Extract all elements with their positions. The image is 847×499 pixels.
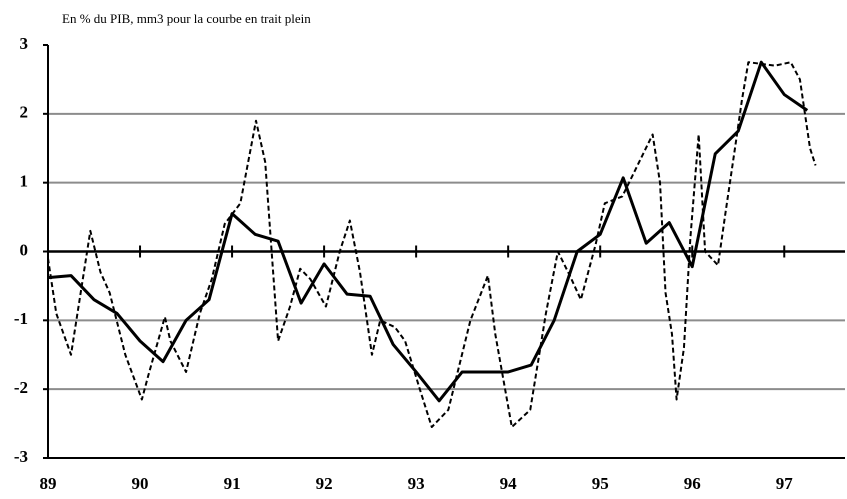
x-tick-label: 97 <box>776 474 794 493</box>
y-tick-label: 1 <box>20 172 29 191</box>
y-tick-label: -3 <box>14 447 28 466</box>
series-line <box>47 60 809 403</box>
x-tick-label: 96 <box>684 474 701 493</box>
x-tick-label: 93 <box>408 474 425 493</box>
x-tick-label: 94 <box>500 474 518 493</box>
chart-title: En % du PIB, mm3 pour la courbe en trait… <box>62 11 311 26</box>
y-tick-label: 0 <box>20 240 29 259</box>
x-tick-label: 90 <box>132 474 149 493</box>
y-tick-label: 2 <box>20 103 29 122</box>
series-line <box>47 61 817 429</box>
x-tick-label: 92 <box>316 474 333 493</box>
y-tick-label: -2 <box>14 378 28 397</box>
y-tick-label: -1 <box>14 309 28 328</box>
x-tick-label: 89 <box>40 474 57 493</box>
y-tick-label: 3 <box>20 34 29 53</box>
x-tick-label: 95 <box>592 474 609 493</box>
x-tick-label: 91 <box>224 474 241 493</box>
